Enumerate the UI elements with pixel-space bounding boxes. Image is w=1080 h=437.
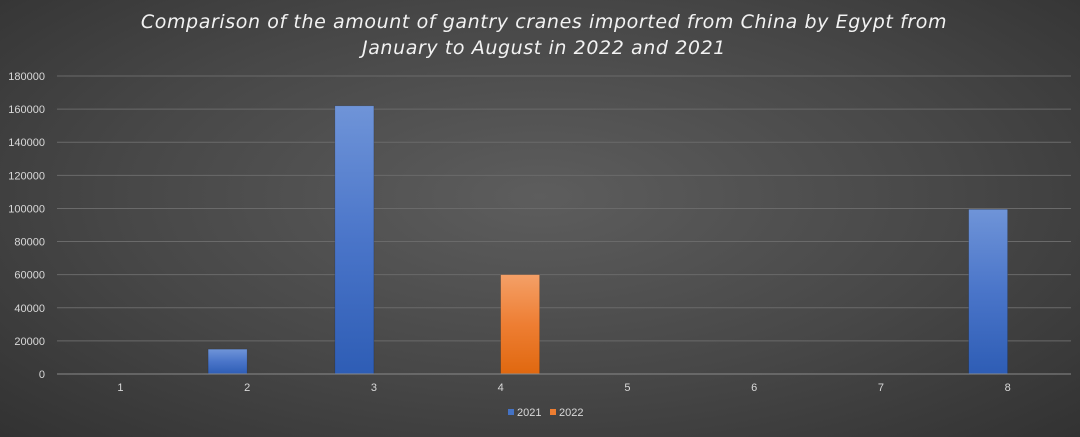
legend-swatch-2021 — [508, 409, 514, 415]
x-tick-label: 1 — [117, 382, 123, 394]
legend-label-2021: 2021 — [517, 407, 541, 419]
legend-swatch-2022 — [550, 409, 556, 415]
x-tick-label: 4 — [498, 382, 504, 394]
x-tick-label: 6 — [751, 382, 757, 394]
y-axis-ticks: 0 20000 40000 60000 80000 100000 120000 140000 1… — [8, 71, 45, 381]
bars — [207, 105, 1008, 375]
x-tick-label: 5 — [624, 382, 630, 394]
y-tick-label: 100000 — [8, 203, 45, 215]
gridlines — [57, 75, 1071, 342]
bar-2022-4 — [500, 274, 540, 375]
bar-2021-2 — [207, 348, 248, 375]
y-tick-label: 160000 — [8, 104, 45, 116]
x-axis-ticks: 1 2 3 4 5 6 7 8 — [117, 382, 1010, 394]
chart-title: Comparison of the amount of gantry crane… — [141, 11, 947, 59]
legend-label-2022: 2022 — [559, 407, 583, 419]
y-tick-label: 140000 — [8, 137, 45, 149]
legend: 2021 2022 — [508, 407, 583, 419]
y-tick-label: 120000 — [8, 170, 45, 182]
y-tick-label: 20000 — [14, 336, 45, 348]
x-tick-label: 7 — [878, 382, 884, 394]
y-tick-label: 180000 — [8, 71, 45, 83]
y-tick-label: 0 — [39, 369, 45, 381]
y-tick-label: 60000 — [14, 270, 45, 282]
x-tick-label: 3 — [371, 382, 377, 394]
x-tick-label: 8 — [1005, 382, 1011, 394]
y-tick-label: 40000 — [14, 303, 45, 315]
bar-2021-8 — [968, 208, 1008, 375]
y-tick-label: 80000 — [14, 237, 45, 249]
chart-title-line-1: Comparison of the amount of gantry crane… — [141, 11, 947, 33]
x-tick-label: 2 — [244, 382, 250, 394]
bar-2021-3 — [334, 105, 375, 375]
chart-title-line-2: January to August in 2022 and 2021 — [358, 37, 726, 59]
